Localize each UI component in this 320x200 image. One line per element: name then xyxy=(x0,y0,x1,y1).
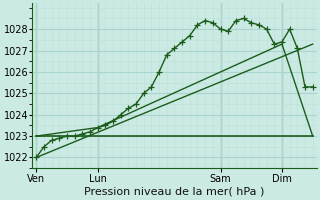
X-axis label: Pression niveau de la mer( hPa ): Pression niveau de la mer( hPa ) xyxy=(84,187,265,197)
